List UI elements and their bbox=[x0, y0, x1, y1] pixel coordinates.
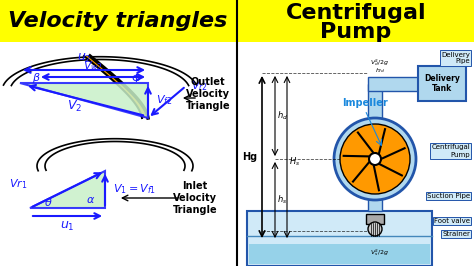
Bar bbox=[368, 84, 382, 124]
Text: $u_1$: $u_1$ bbox=[60, 219, 75, 232]
Bar bbox=[249, 244, 430, 264]
Text: Impeller: Impeller bbox=[342, 98, 388, 108]
Bar bbox=[368, 194, 382, 211]
Text: Inlet
Velocity
Triangle: Inlet Velocity Triangle bbox=[173, 181, 217, 215]
Circle shape bbox=[369, 153, 381, 165]
Text: $\Phi$: $\Phi$ bbox=[131, 72, 141, 84]
Text: $V_{f2}$: $V_{f2}$ bbox=[156, 94, 173, 107]
Polygon shape bbox=[84, 56, 148, 118]
Polygon shape bbox=[20, 83, 148, 118]
Bar bbox=[247, 211, 432, 266]
Text: Centrifugal: Centrifugal bbox=[286, 3, 426, 23]
Text: Velocity triangles: Velocity triangles bbox=[9, 11, 228, 31]
Text: $h_s$: $h_s$ bbox=[277, 194, 287, 206]
Polygon shape bbox=[30, 171, 105, 208]
Text: $V_{r2}$: $V_{r2}$ bbox=[191, 79, 208, 93]
Text: $\beta$: $\beta$ bbox=[32, 71, 40, 85]
Bar bbox=[418, 66, 466, 101]
Text: Delivery
Tank: Delivery Tank bbox=[424, 74, 460, 93]
Circle shape bbox=[340, 124, 410, 194]
Bar bbox=[368, 77, 418, 90]
Text: Strainer: Strainer bbox=[442, 231, 470, 237]
Circle shape bbox=[334, 118, 416, 200]
Text: $H_s$: $H_s$ bbox=[289, 156, 300, 168]
Text: Suction Pipe: Suction Pipe bbox=[427, 193, 470, 199]
Text: $V_s^2/2g$: $V_s^2/2g$ bbox=[370, 247, 390, 258]
Text: Outlet
Velocity
Triangle: Outlet Velocity Triangle bbox=[186, 77, 230, 111]
Text: $u_2$: $u_2$ bbox=[77, 52, 91, 65]
Bar bbox=[238, 42, 474, 266]
Bar bbox=[238, 0, 474, 42]
Text: Centrifugal
Pump: Centrifugal Pump bbox=[431, 144, 470, 157]
Bar bbox=[0, 0, 237, 42]
Text: Hg: Hg bbox=[242, 152, 257, 162]
Text: $Vr_1$: $Vr_1$ bbox=[9, 178, 27, 192]
Text: Delivery
Pipe: Delivery Pipe bbox=[441, 52, 470, 64]
Bar bbox=[0, 42, 237, 266]
Text: $h_{fd}$: $h_{fd}$ bbox=[375, 66, 385, 75]
Text: $V_d^2/2g$: $V_d^2/2g$ bbox=[370, 57, 390, 68]
Circle shape bbox=[368, 222, 382, 236]
Text: $\alpha$: $\alpha$ bbox=[86, 195, 96, 205]
Text: $V_{w2}$: $V_{w2}$ bbox=[83, 59, 103, 73]
Text: $V_1 = V_{f1}$: $V_1 = V_{f1}$ bbox=[113, 182, 156, 196]
Bar bbox=[366, 214, 384, 224]
Text: $h_d$: $h_d$ bbox=[277, 110, 288, 122]
Text: $V_2$: $V_2$ bbox=[67, 98, 82, 114]
Text: Foot valve: Foot valve bbox=[434, 218, 470, 224]
Text: $\theta$: $\theta$ bbox=[44, 196, 52, 208]
Text: Pump: Pump bbox=[320, 22, 392, 42]
